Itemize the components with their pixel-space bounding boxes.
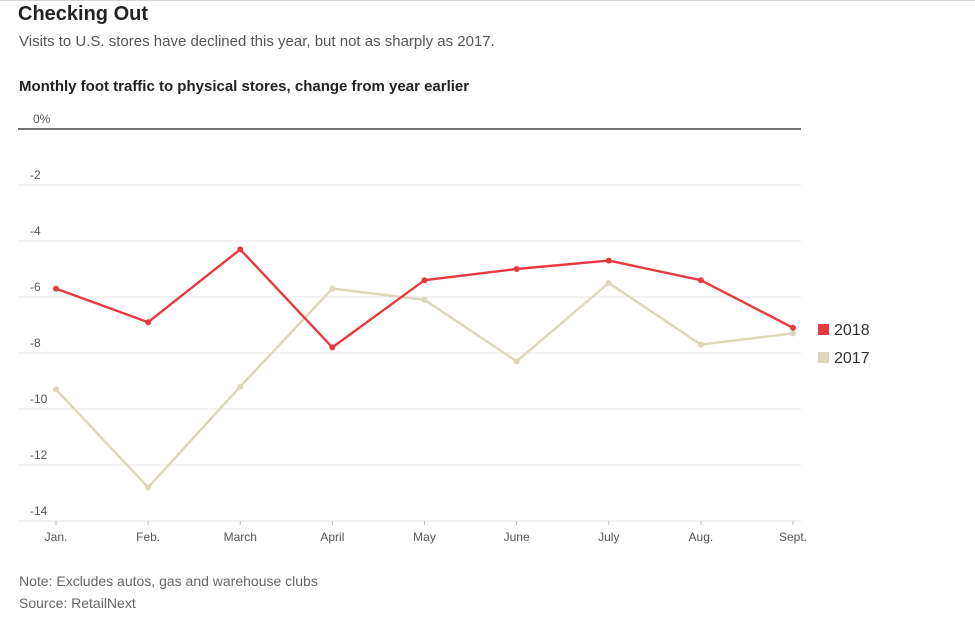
data-point-2017: [790, 330, 796, 337]
x-tick-label: Feb.: [136, 530, 160, 544]
data-point-2017: [329, 285, 336, 292]
legend-swatch-2018: [818, 324, 829, 335]
x-tick-label: Jan.: [45, 530, 68, 544]
chart-title: Monthly foot traffic to physical stores,…: [19, 78, 470, 95]
data-point-2017: [237, 383, 244, 390]
legend-label-2018: 2018: [834, 322, 870, 339]
x-tick-label: May: [413, 530, 436, 544]
y-tick-label: -10: [30, 392, 48, 406]
x-tick-label: April: [320, 530, 344, 544]
y-tick-label: -8: [30, 336, 41, 350]
y-tick-label: -14: [30, 504, 48, 518]
series-line-2017: [54, 281, 795, 489]
page-title: Checking Out: [18, 3, 149, 25]
y-tick-label: 0%: [33, 112, 51, 126]
legend-swatch-2017: [818, 352, 829, 363]
chart-source: Source: RetailNext: [19, 595, 136, 611]
y-tick-label: -12: [30, 448, 48, 462]
data-point-2018: [697, 277, 704, 284]
legend-label-2017: 2017: [834, 350, 870, 367]
data-point-2017: [421, 296, 428, 303]
x-tick-label: Aug.: [689, 530, 714, 544]
line-chart: 0% -2 -4 -6 -8 -10 -12 -14 Jan. Feb. March April May…: [18, 112, 870, 544]
x-tick-label: Sept.: [779, 530, 807, 544]
data-point-2018: [421, 277, 428, 284]
y-tick-label: -4: [30, 224, 41, 238]
data-point-2017: [697, 341, 704, 348]
data-point-2018: [145, 319, 152, 326]
x-tick-label: March: [224, 530, 257, 544]
y-tick-label: -6: [30, 280, 41, 294]
top-divider: [0, 0, 975, 1]
data-point-2018: [605, 257, 612, 264]
page-subtitle: Visits to U.S. stores have declined this…: [19, 33, 495, 50]
x-tick-label: July: [598, 530, 619, 544]
y-tick-label: -2: [30, 168, 41, 182]
chart-note: Note: Excludes autos, gas and warehouse …: [19, 573, 318, 589]
data-point-2017: [145, 484, 152, 491]
data-point-2018: [513, 266, 520, 272]
data-point-2018: [790, 324, 796, 331]
data-point-2018: [53, 285, 59, 292]
x-tick-label: June: [504, 530, 530, 544]
data-point-2017: [53, 386, 59, 393]
data-point-2017: [605, 280, 612, 286]
data-point-2017: [513, 358, 520, 365]
data-point-2018: [329, 344, 336, 351]
data-point-2018: [237, 246, 244, 253]
